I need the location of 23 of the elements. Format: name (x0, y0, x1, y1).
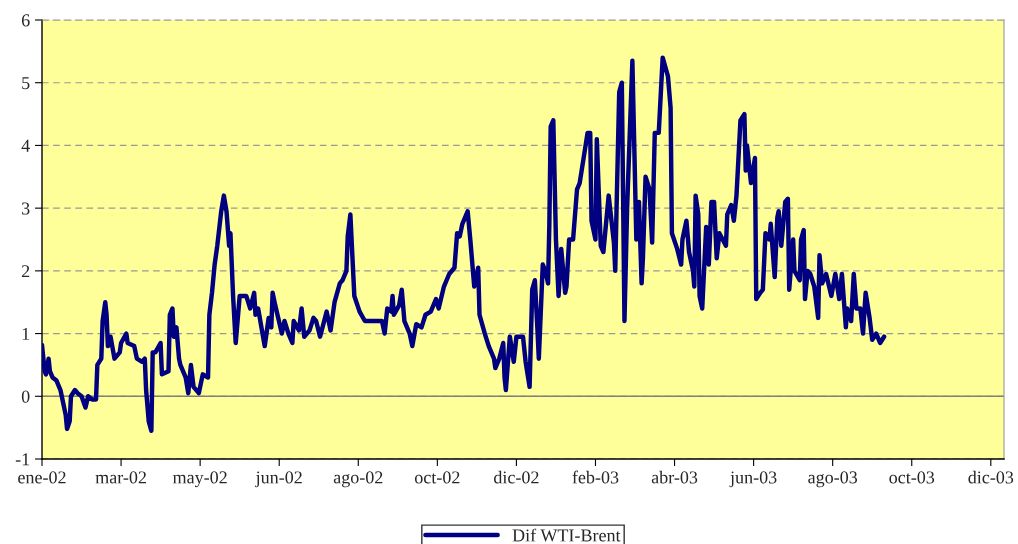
x-tick-label: oct-03 (889, 471, 935, 484)
legend-label: Dif WTI-Brent (512, 528, 621, 542)
x-tick-label: dic-03 (968, 470, 1014, 484)
x-tick-label: mar-02 (95, 471, 146, 484)
x-tick-label: oct-02 (414, 471, 460, 484)
y-tick-label: 2 (21, 265, 30, 278)
x-tick-label: may-02 (172, 471, 227, 488)
y-tick-label: 3 (22, 202, 30, 215)
y-tick-label: 5 (22, 77, 30, 90)
x-tick-label: feb-03 (572, 470, 619, 484)
x-tick-label: jun-03 (729, 471, 777, 488)
y-tick-label: 6 (21, 14, 30, 27)
x-tick-label: ago-03 (808, 471, 858, 488)
line-series (42, 55, 887, 433)
x-tick-label: dic-02 (494, 470, 539, 484)
y-tick-label: 0 (21, 390, 30, 403)
x-tick-label: jun-02 (255, 471, 302, 488)
y-tick-label: 4 (21, 139, 30, 152)
y-tick-label: 1 (22, 327, 30, 340)
x-tick-label: ene-02 (18, 471, 66, 484)
x-tick-label: ago-02 (333, 471, 383, 488)
x-tick-label: abr-03 (651, 470, 698, 484)
y-tick-label: -1 (15, 453, 30, 466)
